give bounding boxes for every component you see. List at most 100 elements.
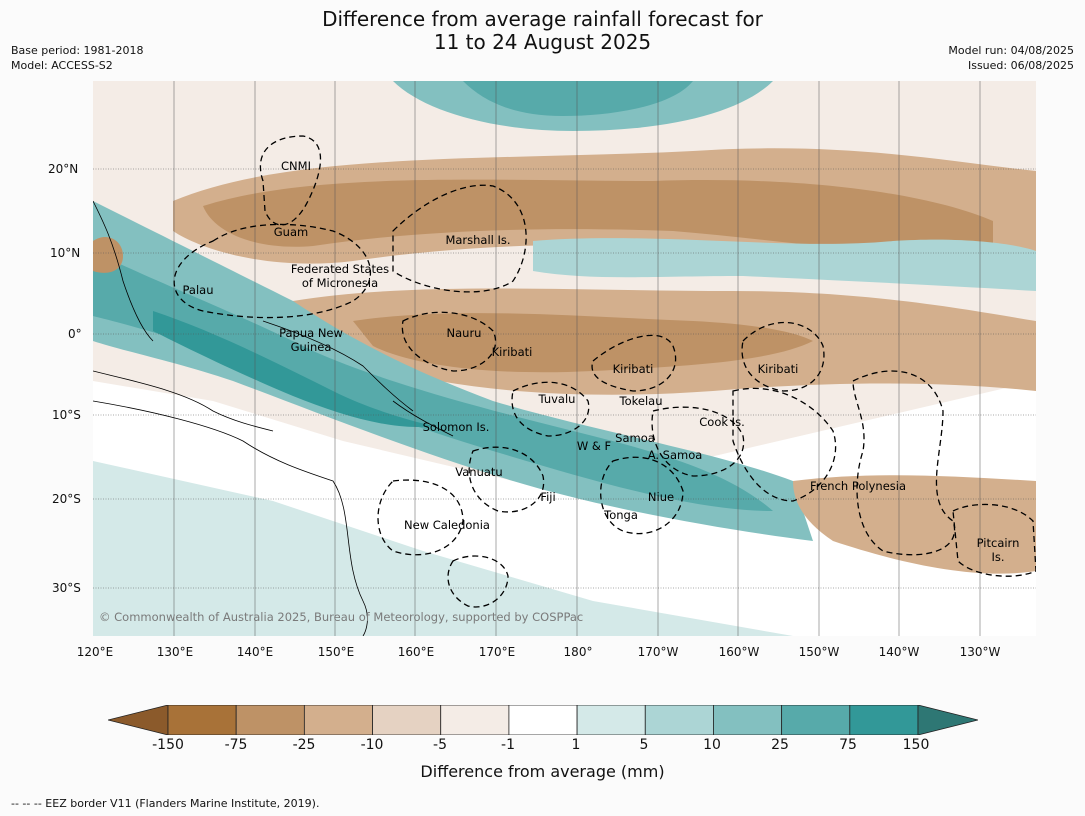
colorbar-bin bbox=[167, 705, 237, 735]
pitcairn-eez bbox=[952, 503, 1036, 577]
colorbar-label: -150 bbox=[152, 737, 184, 753]
lon-tick: 180° bbox=[563, 645, 593, 659]
map-title: Difference from average rainfall forecas… bbox=[0, 8, 1085, 54]
title-line-2: 11 to 24 August 2025 bbox=[433, 30, 652, 54]
base-period: Base period: 1981-2018 bbox=[11, 44, 144, 57]
colorbar-label: -10 bbox=[360, 737, 384, 753]
label-kiribati-gilbert: Kiribati bbox=[492, 345, 533, 359]
graticule bbox=[173, 81, 981, 636]
wet-band-10n bbox=[533, 238, 1036, 291]
label-wallis-futuna: W & F bbox=[577, 439, 611, 453]
colorbar-label: 1 bbox=[571, 737, 581, 753]
lon-tick: 130°W bbox=[959, 645, 1001, 659]
lon-tick: 150°E bbox=[317, 645, 355, 659]
colorbar-label: -1 bbox=[501, 737, 515, 753]
label-tuvalu: Tuvalu bbox=[538, 392, 576, 406]
label-solomon-is: Solomon Is. bbox=[423, 420, 490, 434]
kiribati-phoenix-eez bbox=[591, 334, 677, 392]
label-png-line1: Papua New bbox=[279, 326, 343, 340]
lat-tick: 20°S bbox=[52, 492, 81, 506]
label-pitcairn-line1: Pitcairn bbox=[977, 536, 1020, 550]
colorbar-bin bbox=[303, 705, 373, 735]
norfolk-eez bbox=[447, 555, 509, 608]
eez-borders bbox=[173, 135, 1036, 608]
colorbar bbox=[108, 705, 978, 735]
solomon-coast bbox=[392, 400, 454, 437]
label-kiribati-phoenix: Kiribati bbox=[613, 362, 654, 376]
latitude-lines bbox=[93, 168, 1036, 589]
colorbar-label: -25 bbox=[292, 737, 316, 753]
label-vanuatu: Vanuatu bbox=[455, 465, 502, 479]
colorbar-label: 10 bbox=[703, 737, 721, 753]
model-name: Model: ACCESS-S2 bbox=[11, 59, 113, 72]
png-coast bbox=[262, 320, 414, 412]
australia-coast bbox=[93, 400, 368, 636]
colorbar-bin bbox=[440, 705, 510, 735]
label-samoa: Samoa bbox=[615, 431, 655, 445]
wet-area-southwest bbox=[93, 461, 793, 636]
rainfall-map: CNMI Guam Marshall Is. Federated States … bbox=[93, 81, 1036, 636]
label-niue: Niue bbox=[648, 490, 674, 504]
label-kiribati-line: Kiribati bbox=[758, 362, 799, 376]
dry-area-southeast bbox=[793, 475, 1036, 574]
label-cnmi: CNMI bbox=[281, 159, 311, 173]
dry-band-north-core bbox=[203, 179, 993, 257]
dry-band-equator-core bbox=[353, 313, 813, 373]
colorbar-extend-high bbox=[917, 705, 978, 735]
philippines-coast bbox=[93, 200, 154, 342]
label-french-polynesia: French Polynesia bbox=[810, 479, 906, 493]
northern-australia-coast bbox=[93, 370, 274, 432]
cnmi-eez bbox=[259, 135, 322, 226]
title-line-1: Difference from average rainfall forecas… bbox=[322, 7, 763, 31]
eez-footnote: -- -- -- EEZ border V11 (Flanders Marine… bbox=[11, 797, 320, 810]
lon-tick: 130°E bbox=[156, 645, 194, 659]
colorbar-bin bbox=[644, 705, 714, 735]
colorbar-label: 75 bbox=[839, 737, 857, 753]
kiribati-line-eez bbox=[741, 321, 825, 392]
french-polynesia-eez bbox=[852, 370, 956, 556]
wet-area-north-core bbox=[463, 81, 693, 116]
samoa-eez bbox=[651, 406, 745, 477]
left-metadata: Base period: 1981-2018 Model: ACCESS-S2 bbox=[11, 43, 143, 73]
dry-spot-west bbox=[93, 236, 123, 273]
lon-tick: 170°E bbox=[478, 645, 516, 659]
coastlines bbox=[93, 200, 454, 636]
label-cook-is: Cook Is. bbox=[699, 415, 744, 429]
colorbar-extend-low bbox=[108, 705, 169, 735]
model-run: Model run: 04/08/2025 bbox=[948, 44, 1074, 57]
label-pitcairn-line2: Is. bbox=[991, 550, 1004, 564]
lon-tick: 140°E bbox=[236, 645, 274, 659]
colorbar-bin bbox=[781, 705, 851, 735]
label-tokelau: Tokelau bbox=[619, 394, 663, 408]
lon-tick: 150°W bbox=[798, 645, 840, 659]
colorbar-label: 150 bbox=[902, 737, 930, 753]
label-fsm-line1: Federated States bbox=[291, 262, 389, 276]
lon-tick: 160°E bbox=[397, 645, 435, 659]
label-new-caledonia: New Caledonia bbox=[404, 518, 490, 532]
lon-tick: 160°W bbox=[718, 645, 760, 659]
label-palau: Palau bbox=[183, 283, 214, 297]
colorbar-label: 5 bbox=[639, 737, 649, 753]
fsm-eez bbox=[173, 223, 371, 319]
colorbar-label: 25 bbox=[771, 737, 789, 753]
tuvalu-eez bbox=[511, 381, 590, 437]
label-marshall-is: Marshall Is. bbox=[445, 233, 510, 247]
label-fiji: Fiji bbox=[540, 490, 555, 504]
lat-tick: 10°N bbox=[50, 246, 81, 260]
colorbar-label: -75 bbox=[224, 737, 248, 753]
label-png-line2: Guinea bbox=[291, 340, 332, 354]
nauru-kiribati-eez bbox=[401, 311, 497, 372]
colorbar-bin bbox=[235, 705, 305, 735]
wet-band-spcz-core bbox=[93, 251, 773, 511]
fiji-eez bbox=[468, 446, 545, 513]
label-fsm-line2: of Micronesia bbox=[302, 276, 378, 290]
colorbar-label: -5 bbox=[433, 737, 447, 753]
tonga-niue-eez bbox=[600, 456, 684, 535]
lat-tick: 20°N bbox=[48, 162, 79, 176]
colorbar-bin bbox=[576, 705, 646, 735]
right-metadata: Model run: 04/08/2025 Issued: 06/08/2025 bbox=[948, 43, 1074, 73]
copyright-notice: © Commonwealth of Australia 2025, Bureau… bbox=[99, 610, 583, 624]
wet-band-strong bbox=[153, 311, 433, 427]
cook-is-eez bbox=[732, 387, 837, 502]
lat-tick: 10°S bbox=[52, 408, 81, 422]
